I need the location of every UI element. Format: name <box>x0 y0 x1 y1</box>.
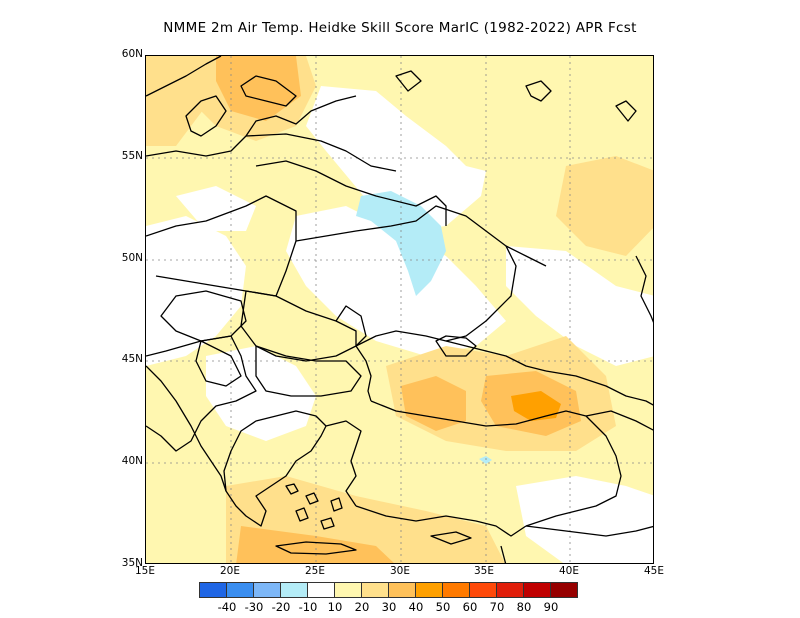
adriatic-coast <box>146 365 227 492</box>
skill-minus10-region-small <box>479 456 492 464</box>
lon-label-45e: 45E <box>644 565 664 577</box>
black-sea-south-coast <box>370 400 587 427</box>
colorbar-swatch <box>253 582 281 598</box>
lat-label-50n: 50N <box>121 252 143 264</box>
colorbar-swatch <box>199 582 227 598</box>
lon-label-30e: 30E <box>390 565 410 577</box>
colorbar-swatch <box>523 582 551 598</box>
colorbar-tick-label: 90 <box>543 600 559 614</box>
turkey-east-border <box>525 415 622 527</box>
russia-north-features <box>525 80 637 122</box>
colorbar-swatch <box>388 582 416 598</box>
skill-neutral-region-southeast <box>516 476 653 563</box>
turkey-south-coast <box>355 505 527 537</box>
colorbar-swatch <box>496 582 524 598</box>
colorbar-swatch <box>415 582 443 598</box>
lat-label-35n: 35N <box>121 557 143 569</box>
lon-label-20e: 20E <box>220 565 240 577</box>
baltic-coastline <box>146 95 357 157</box>
skill-neutral-region-north <box>306 86 486 231</box>
caspian-coast <box>635 255 653 323</box>
black-sea-north-coast <box>355 330 547 372</box>
colorbar <box>199 582 578 598</box>
colorbar-swatch <box>334 582 362 598</box>
lon-label-15e: 15E <box>135 565 155 577</box>
lon-label-25e: 25E <box>305 565 325 577</box>
colorbar-tick-label: -10 <box>298 600 318 614</box>
ukraine-east-border <box>445 245 517 342</box>
colorbar-tick-label: 70 <box>489 600 505 614</box>
serbia-border <box>195 340 242 387</box>
cyprus-coast <box>430 531 472 545</box>
skill-neutral-region-west <box>146 216 246 366</box>
estonia-latvia-border <box>245 133 397 172</box>
moldova-border <box>335 305 367 347</box>
balkans-borders <box>146 335 257 452</box>
skill-shading <box>146 56 653 563</box>
coastlines-borders <box>146 56 653 563</box>
greece-coast <box>223 410 327 527</box>
colorbar-tick-label: 40 <box>408 600 424 614</box>
turkey-west-coast <box>325 420 362 507</box>
georgia-armenia-border <box>585 410 653 431</box>
caucasus-border <box>545 370 653 406</box>
colorbar-tick-label: 50 <box>435 600 451 614</box>
colorbar-tick-label: -40 <box>217 600 237 614</box>
colorbar-swatch <box>226 582 254 598</box>
colorbar-tick-label: 80 <box>516 600 532 614</box>
skill-30-40-region-anatolia-west <box>401 376 466 431</box>
skill-40-50-region-anatolia <box>511 391 561 421</box>
lat-label-55n: 55N <box>121 150 143 162</box>
bulgaria-border <box>255 345 362 397</box>
romania-border <box>240 290 357 362</box>
black-sea-west-coast <box>355 345 372 402</box>
lake-ladoga <box>395 70 422 92</box>
map-panel <box>145 55 654 564</box>
colorbar-tick-label: 20 <box>354 600 370 614</box>
lon-label-40e: 40E <box>559 565 579 577</box>
colorbar-swatch <box>361 582 389 598</box>
skill-neutral-region-northwest <box>176 186 256 231</box>
lat-label-60n: 60N <box>121 48 143 60</box>
lon-label-35e: 35E <box>474 565 494 577</box>
lat-label-40n: 40N <box>121 455 143 467</box>
crete-coast <box>275 541 357 555</box>
skill-30-40-region-south <box>236 526 394 563</box>
map-canvas <box>146 56 653 563</box>
skill-neutral-region-balkan <box>206 346 316 441</box>
syria-iraq-border <box>525 525 653 537</box>
colorbar-swatch <box>442 582 470 598</box>
belarus-border <box>255 160 447 226</box>
colorbar-swatch <box>469 582 497 598</box>
skill-neutral-region-east <box>506 246 653 366</box>
colorbar-swatch <box>307 582 335 598</box>
levant-coast <box>500 545 507 563</box>
lat-label-45n: 45N <box>121 353 143 365</box>
scandinavia-coastline <box>146 56 297 137</box>
colorbar-swatch <box>280 582 308 598</box>
colorbar-tick-label: -20 <box>271 600 291 614</box>
colorbar-tick-label: -30 <box>244 600 264 614</box>
crimea-coast <box>435 335 477 357</box>
ukraine-north-border <box>295 205 547 267</box>
colorbar-tick-label: 10 <box>327 600 343 614</box>
aegean-islands <box>285 483 343 530</box>
skill-neutral-region-central <box>286 206 506 356</box>
grid-lines <box>146 56 653 563</box>
colorbar-tick-label: 60 <box>462 600 478 614</box>
colorbar-swatch <box>550 582 578 598</box>
colorbar-tick-label: 30 <box>381 600 397 614</box>
figure-title: NMME 2m Air Temp. Heidke Skill Score Mar… <box>163 20 637 36</box>
skill-20-30-region-west <box>146 56 206 146</box>
skill-20-30-region-east <box>556 156 653 256</box>
